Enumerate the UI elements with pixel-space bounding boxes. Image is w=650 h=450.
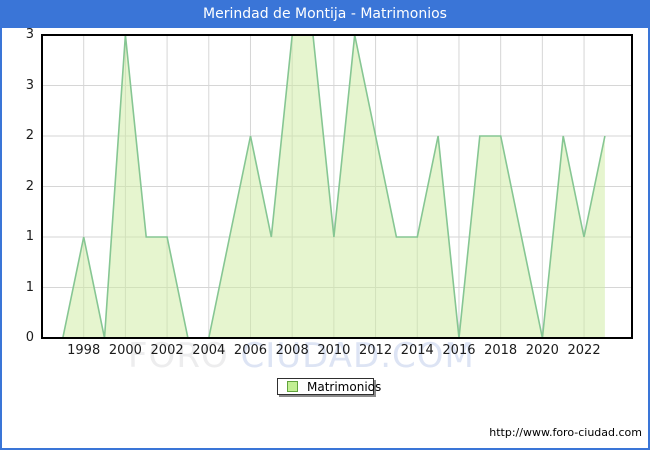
- y-tick-label: 3: [25, 77, 34, 93]
- x-tick-label: 2018: [484, 343, 518, 358]
- area-fill: [42, 35, 605, 338]
- legend-box: Matrimonios: [277, 378, 381, 395]
- x-tick-label: 2006: [233, 343, 268, 358]
- x-tick-label: 2020: [525, 343, 559, 358]
- legend-label: Matrimonios: [307, 379, 382, 394]
- legend-swatch-icon: [287, 381, 298, 392]
- title-bar: Merindad de Montija - Matrimonios: [0, 0, 650, 28]
- x-tick-label: 2012: [359, 343, 393, 358]
- x-tick-label: 2016: [442, 343, 476, 358]
- plot-border: [41, 34, 633, 339]
- x-tick-label: 1998: [67, 343, 101, 358]
- y-tick-label: 1: [25, 229, 34, 244]
- x-tick-label: 2004: [192, 343, 226, 358]
- y-tick-label: 0: [25, 330, 34, 345]
- x-tick-label: 2022: [567, 343, 601, 358]
- y-tick-label: 2: [25, 128, 34, 143]
- x-tick-label: 2002: [150, 343, 184, 358]
- x-tick-label: 2010: [317, 343, 351, 358]
- y-tick-label: 1: [25, 279, 34, 295]
- page-title: Merindad de Montija - Matrimonios: [203, 6, 447, 22]
- footer-url[interactable]: http://www.foro-ciudad.com: [489, 426, 642, 439]
- x-tick-label: 2014: [400, 343, 434, 358]
- x-tick-label: 2008: [275, 343, 309, 358]
- data-line: [42, 34, 606, 339]
- y-tick-label: 2: [25, 178, 34, 194]
- y-tick-label: 3: [25, 27, 34, 42]
- x-tick-label: 2000: [108, 343, 142, 358]
